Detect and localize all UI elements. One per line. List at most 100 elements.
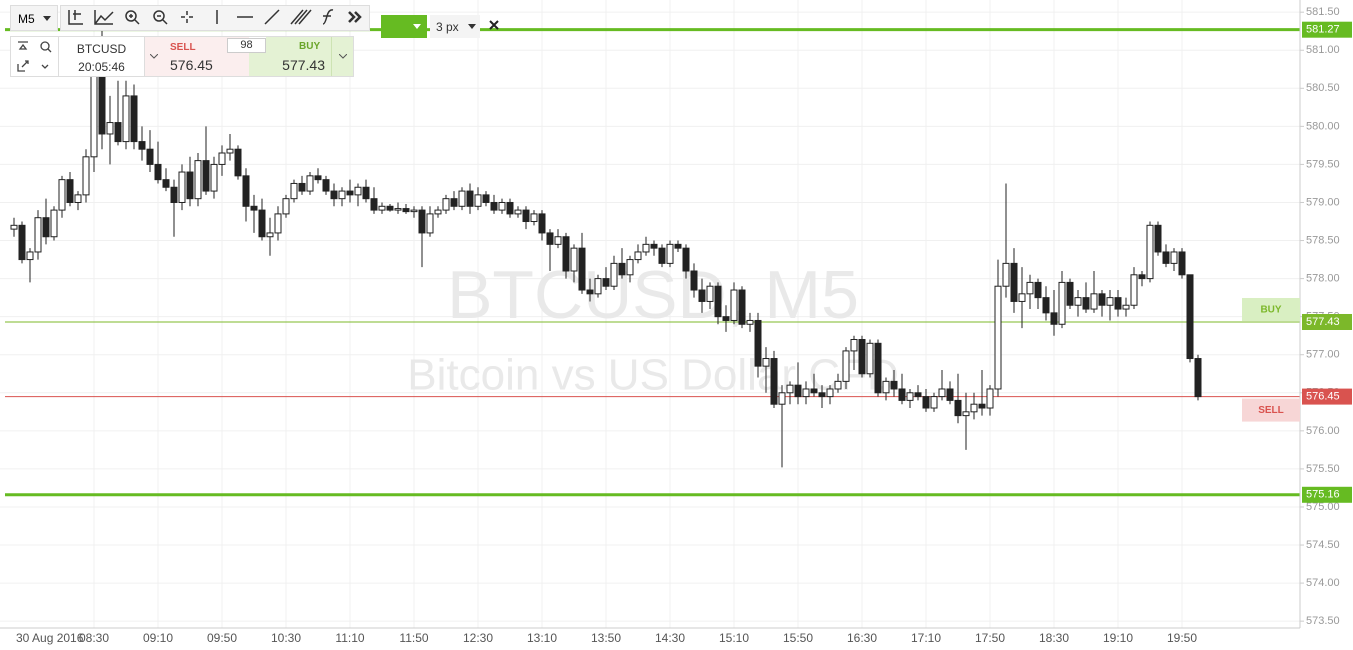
candle-body	[1138, 274, 1146, 280]
candle-body	[1082, 297, 1090, 310]
y-tick-label: 578.50	[1306, 234, 1340, 246]
x-tick-label: 11:10	[335, 631, 364, 645]
buy-dropdown[interactable]	[331, 37, 353, 76]
candle-body	[850, 339, 858, 352]
candle-body	[546, 232, 554, 245]
y-tick-label: 573.50	[1306, 615, 1340, 627]
panel-icon[interactable]	[41, 64, 49, 69]
candle-body	[1154, 224, 1162, 253]
line-width-button[interactable]: 3 px	[430, 15, 480, 38]
candle-body	[26, 251, 34, 261]
dropdown-arrow	[150, 54, 158, 59]
candle-body	[1122, 304, 1130, 310]
y-tick-label: 574.00	[1306, 577, 1340, 589]
watermark-title: BTCUSD, M5	[447, 257, 859, 333]
tool-icon[interactable]	[68, 10, 83, 25]
tool-icon[interactable]	[348, 11, 362, 23]
candle-body	[242, 175, 250, 207]
x-tick-label: 17:50	[975, 631, 1005, 645]
x-tick-label: 09:10	[143, 631, 173, 645]
candle-body	[698, 289, 706, 302]
tool-icon[interactable]	[94, 10, 114, 25]
candle-body	[754, 319, 762, 367]
candle-body	[714, 285, 722, 318]
candle-body	[34, 217, 42, 253]
color-picker[interactable]	[381, 15, 427, 38]
close-button[interactable]	[489, 20, 499, 30]
order-tag	[1242, 297, 1300, 321]
y-tick-label: 580.00	[1306, 120, 1340, 132]
y-tick-label: 577.00	[1306, 349, 1340, 361]
tool-icon[interactable]	[181, 11, 193, 23]
candle-body	[354, 186, 362, 196]
candle-body	[314, 175, 322, 181]
candle-body	[658, 247, 666, 264]
candle-body	[1146, 224, 1154, 280]
candle-body	[122, 95, 130, 143]
candle-body	[482, 194, 490, 203]
tool-icon[interactable]	[129, 14, 140, 25]
tool-icon[interactable]	[157, 15, 168, 25]
candle-body	[946, 388, 954, 401]
candle-body	[666, 243, 674, 264]
x-tick-label: 11:50	[399, 631, 428, 645]
candle-body	[474, 194, 482, 207]
candle-body	[1186, 274, 1194, 360]
candle-body	[1002, 262, 1010, 287]
buy-cell-upper[interactable]	[266, 37, 331, 53]
candle-body	[378, 205, 386, 211]
candle-body	[1018, 293, 1026, 302]
tool-icon[interactable]	[264, 9, 280, 25]
candle-body	[842, 350, 850, 382]
candle-body	[938, 388, 946, 398]
candle-body	[1194, 358, 1202, 398]
candle-body	[162, 179, 170, 188]
candle-body	[58, 179, 66, 211]
price-tag-label: 576.45	[1306, 390, 1340, 402]
candle-body	[298, 182, 306, 192]
timeframe-button[interactable]: M5	[10, 5, 58, 31]
candle-body	[858, 339, 866, 375]
price-tag	[1302, 486, 1352, 503]
candle-body	[434, 209, 442, 215]
order-tag	[1242, 398, 1300, 422]
candle-body	[1050, 312, 1058, 325]
candle-body	[834, 380, 842, 390]
tool-icon[interactable]	[290, 9, 312, 25]
candle-body	[146, 148, 154, 165]
candle-body	[282, 198, 290, 215]
candle-body	[210, 163, 218, 192]
order-tag-label: BUY	[1260, 305, 1281, 316]
candle-body	[402, 208, 410, 213]
candle-body	[706, 285, 714, 302]
candle-body	[450, 198, 458, 207]
candle-body	[914, 392, 922, 398]
candle-body	[674, 243, 682, 249]
candle-body	[1162, 251, 1170, 264]
candle-body	[650, 243, 658, 249]
panel-icon[interactable]	[17, 60, 29, 72]
panel-icon[interactable]	[47, 48, 52, 53]
candle-body	[1074, 297, 1082, 306]
candle-body	[138, 141, 146, 150]
candle-body	[130, 95, 138, 143]
tool-icon[interactable]	[322, 9, 334, 25]
candle-body	[266, 232, 274, 238]
buy-cell[interactable]: 577.43	[249, 53, 331, 76]
candle-body	[514, 209, 522, 215]
candle-body	[522, 209, 530, 223]
candle-body	[802, 388, 810, 398]
sell-price: 576.45	[170, 57, 213, 73]
candle-body	[410, 209, 418, 213]
panel-icon[interactable]	[18, 41, 28, 50]
candle-body	[362, 186, 370, 200]
candle-body	[322, 179, 330, 192]
spread: 98	[227, 38, 266, 53]
candle-body	[258, 209, 266, 238]
price-tag	[1302, 21, 1352, 38]
x-tick-label: 10:30	[271, 631, 301, 645]
x-tick-label: 17:10	[911, 631, 941, 645]
buy-cell-lower[interactable]	[249, 53, 331, 76]
